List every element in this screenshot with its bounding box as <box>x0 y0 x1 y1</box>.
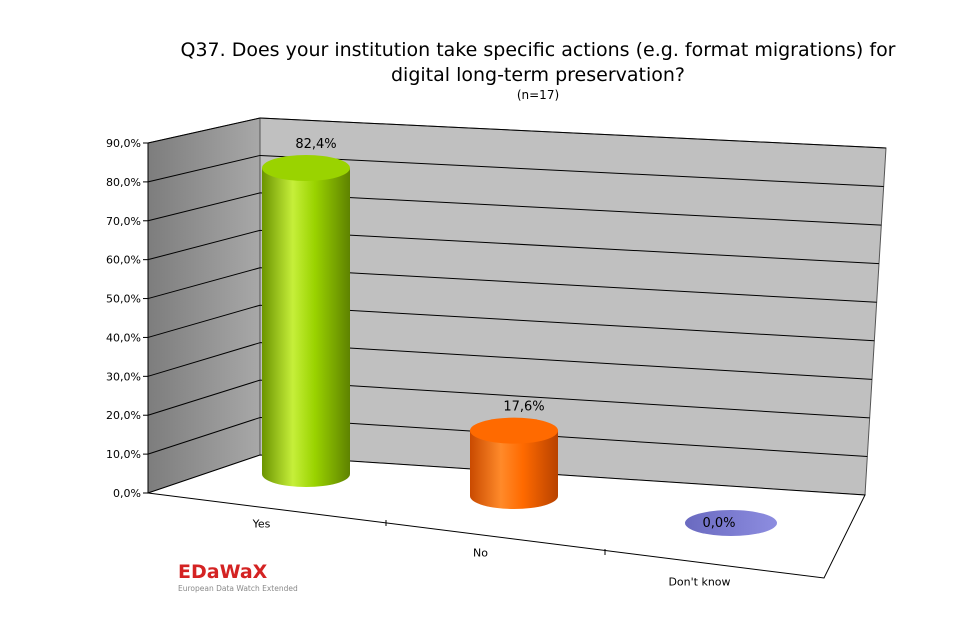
bar-body <box>470 430 558 509</box>
gridline <box>259 154 884 188</box>
data-label: 17,6% <box>503 400 544 415</box>
left-wall <box>147 117 261 494</box>
x-tick-label: No <box>473 547 488 560</box>
x-tick-label: Don't know <box>668 576 730 589</box>
y-tick-label: 80,0% <box>106 176 141 189</box>
gridlines <box>147 117 887 457</box>
bar-don-t-know <box>685 510 777 536</box>
x-axis: Yes No Don't know <box>252 518 731 589</box>
gridline <box>147 117 261 144</box>
gridline <box>259 192 882 226</box>
y-tick-label: 90,0% <box>106 137 141 150</box>
bars <box>262 155 777 536</box>
y-axis: 0,0% 10,0% 20,0% 30,0% 40,0% 50,0% 60,0% 70,0% 8… <box>106 137 149 500</box>
y-tick-label: 10,0% <box>106 448 141 461</box>
floor <box>147 454 866 579</box>
gridline <box>147 154 261 183</box>
chart-title-line-2: digital long-term preservation? <box>391 64 685 86</box>
y-tick-label: 60,0% <box>106 254 141 267</box>
gridline <box>147 229 261 261</box>
chart-subtitle: (n=17) <box>517 88 559 102</box>
gridline <box>147 304 261 338</box>
bar-top <box>470 417 558 444</box>
gridline <box>147 192 261 222</box>
gridline <box>259 342 873 380</box>
gridline <box>259 267 877 303</box>
y-tick-label: 50,0% <box>106 293 141 306</box>
logo-name: EDaWaX <box>178 561 268 583</box>
gridline <box>259 304 875 342</box>
y-tick-label: 30,0% <box>106 370 141 383</box>
y-tick-label: 20,0% <box>106 409 141 422</box>
edawax-logo: EDaWaX European Data Watch Extended <box>178 561 298 593</box>
x-tick-label: Yes <box>252 518 271 531</box>
data-label: 0,0% <box>702 516 735 531</box>
back-wall <box>259 117 887 496</box>
gridline <box>259 229 880 265</box>
chart-title-line-1: Q37. Does your institution take specific… <box>180 39 895 61</box>
bar-body <box>262 168 350 487</box>
gridline <box>147 379 261 416</box>
logo-tagline: European Data Watch Extended <box>178 584 298 593</box>
data-labels: 82,4% 17,6% 0,0% <box>295 137 735 531</box>
gridline <box>259 117 887 149</box>
data-label: 82,4% <box>295 137 336 152</box>
gridline <box>147 342 261 377</box>
bar-no <box>470 417 558 509</box>
gridline <box>147 267 261 300</box>
bar-top <box>262 155 350 181</box>
gridline <box>147 417 261 455</box>
y-tick-label: 70,0% <box>106 215 141 228</box>
gridline <box>259 417 868 457</box>
y-tick-label: 40,0% <box>106 331 141 344</box>
y-tick-label: 0,0% <box>113 487 141 500</box>
bar-top <box>685 510 777 536</box>
gridline <box>259 379 870 419</box>
bar-yes <box>262 155 350 487</box>
